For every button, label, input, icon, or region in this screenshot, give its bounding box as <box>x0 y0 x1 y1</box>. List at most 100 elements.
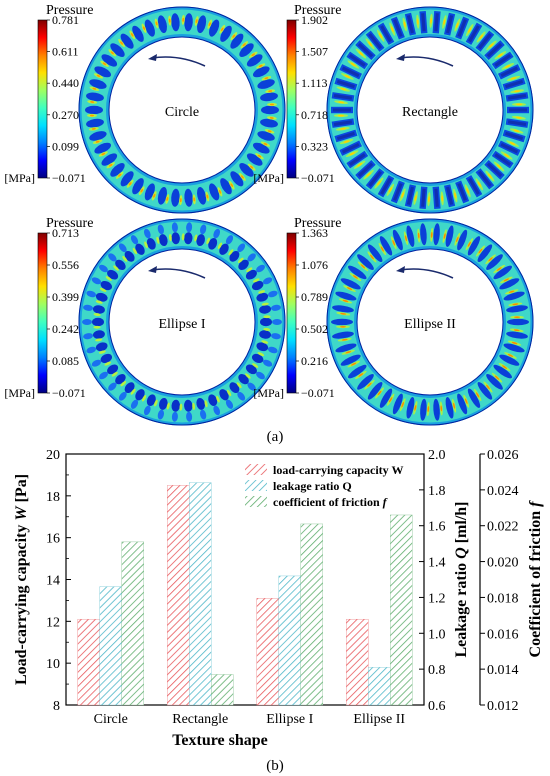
colorbar-tick-label: 0.270 <box>52 108 79 122</box>
texture-cell <box>86 118 104 131</box>
texture-cell <box>340 278 361 292</box>
pressure-peak <box>122 255 128 262</box>
right-axis-2-tick-label: 0.022 <box>487 520 519 535</box>
pressure-peak-core <box>358 373 364 377</box>
pressure-peak-core <box>380 246 384 252</box>
pressure-peak-core <box>128 182 132 186</box>
texture-cell <box>357 374 375 390</box>
texture-cell <box>251 277 273 291</box>
texture-cell <box>132 178 145 196</box>
x-axis-tick-label: Ellipse I <box>266 712 313 727</box>
pressure-peak <box>216 395 220 403</box>
texture-cell <box>454 16 470 40</box>
texture-cell <box>499 352 520 366</box>
texture-dimple-tail <box>171 411 178 422</box>
pressure-peak-core <box>401 192 405 198</box>
texture-cell <box>206 228 221 250</box>
ring-outer-edge <box>326 6 534 214</box>
texture-cell <box>475 244 493 263</box>
texture-cell <box>259 302 281 314</box>
texture-dimple-core <box>478 33 492 50</box>
colorbar-tick-label: 1.507 <box>301 45 328 59</box>
texture-cell <box>390 229 403 251</box>
colorbar-tick-label: 0.789 <box>301 290 328 304</box>
panel-b-bar-chart: 8 10 12 14 16 18 20 0.6 0.8 1.0 1.2 1.4 1.6 1.8 2.0 0.0… <box>13 448 544 727</box>
legend-entry: coefficient of friction f <box>273 495 388 509</box>
pressure-peak-core <box>512 303 519 306</box>
right-axis-2-title-text: Coefficient of friction <box>527 507 544 658</box>
texture-cell <box>141 19 155 37</box>
texture-dimple <box>101 153 118 166</box>
texture-dimple <box>86 118 104 128</box>
colorbar <box>37 232 48 394</box>
bar-leakage-ratio-Q <box>189 482 212 706</box>
pressure-peak-core <box>357 162 363 167</box>
colorbar-tick-label: 0.242 <box>52 322 79 336</box>
texture-dimple-core <box>421 13 426 32</box>
texture-cell <box>143 228 156 250</box>
pressure-peak-core <box>250 165 254 169</box>
pressure-peak <box>263 327 271 331</box>
pressure-peak-core <box>268 90 273 93</box>
pressure-peak-core <box>153 193 156 198</box>
texture-cell <box>184 399 196 422</box>
texture-dimple <box>220 178 232 195</box>
texture-cell <box>108 43 125 57</box>
ring-inner-edge <box>108 36 256 184</box>
texture-cell <box>171 188 183 207</box>
texture-dimple <box>433 223 440 246</box>
texture-cell <box>491 150 514 169</box>
texture-dimple <box>348 265 367 280</box>
pressure-peak <box>245 373 251 379</box>
texture-dimple <box>197 15 207 34</box>
texture-dimple <box>335 343 357 353</box>
pressure-peak <box>261 340 269 344</box>
texture-cell <box>331 318 353 329</box>
texture-cell <box>82 317 104 329</box>
texture-cell <box>86 290 108 304</box>
texture-dimple <box>115 259 126 270</box>
pressure-peak-core <box>477 181 482 187</box>
texture-cell <box>493 264 512 280</box>
texture-cell <box>219 389 234 409</box>
ring-inner-band <box>354 34 506 186</box>
colorbar-unit: [MPa] <box>4 171 35 185</box>
pressure-peak-core <box>497 53 503 58</box>
colorbar-tick-label: 0.718 <box>301 108 328 122</box>
texture-dimple-core <box>348 54 366 67</box>
pressure-peak-core <box>416 18 419 25</box>
pressure-peak-core <box>220 27 224 32</box>
pressure-peak-core <box>96 74 101 78</box>
texture-dimple-tail <box>157 224 164 235</box>
pressure-peak-core <box>193 197 196 202</box>
pressure-peak-core <box>509 142 516 146</box>
panel-a-pressure-maps: CirclePressure0.7810.6110.4400.2700.099−… <box>4 3 534 426</box>
texture-dimple <box>230 171 244 187</box>
texture-dimple <box>348 364 367 379</box>
texture-dimple <box>171 232 180 245</box>
colorbar-unit: [MPa] <box>253 386 284 400</box>
texture-dimple-core <box>380 177 392 195</box>
pressure-peak-core <box>208 22 211 27</box>
texture-dimple-tail <box>213 405 221 416</box>
texture-dimple <box>184 13 193 32</box>
pressure-peak-core <box>251 53 255 57</box>
texture-dimple <box>196 234 205 247</box>
bar-leakage-ratio-Q <box>368 667 391 706</box>
pressure-peak-core <box>390 26 394 33</box>
texture-dimple-core <box>505 131 524 141</box>
texture-dimple <box>332 305 354 313</box>
texture-cell <box>467 388 482 408</box>
left-axis-tick-label: 20 <box>46 448 60 463</box>
pressure-peak-core <box>155 21 158 26</box>
texture-dimple-core <box>406 186 414 205</box>
right-axis-2-title-variable: f <box>527 500 544 507</box>
pressure-peak-core <box>120 41 124 45</box>
pressure-peak <box>236 382 242 389</box>
legend-entry-symbol: Q <box>342 479 351 493</box>
texture-dimple <box>260 118 278 128</box>
pressure-peak <box>98 350 106 354</box>
texture-dimple-tail <box>247 253 256 262</box>
texture-dimple-core <box>333 120 353 127</box>
